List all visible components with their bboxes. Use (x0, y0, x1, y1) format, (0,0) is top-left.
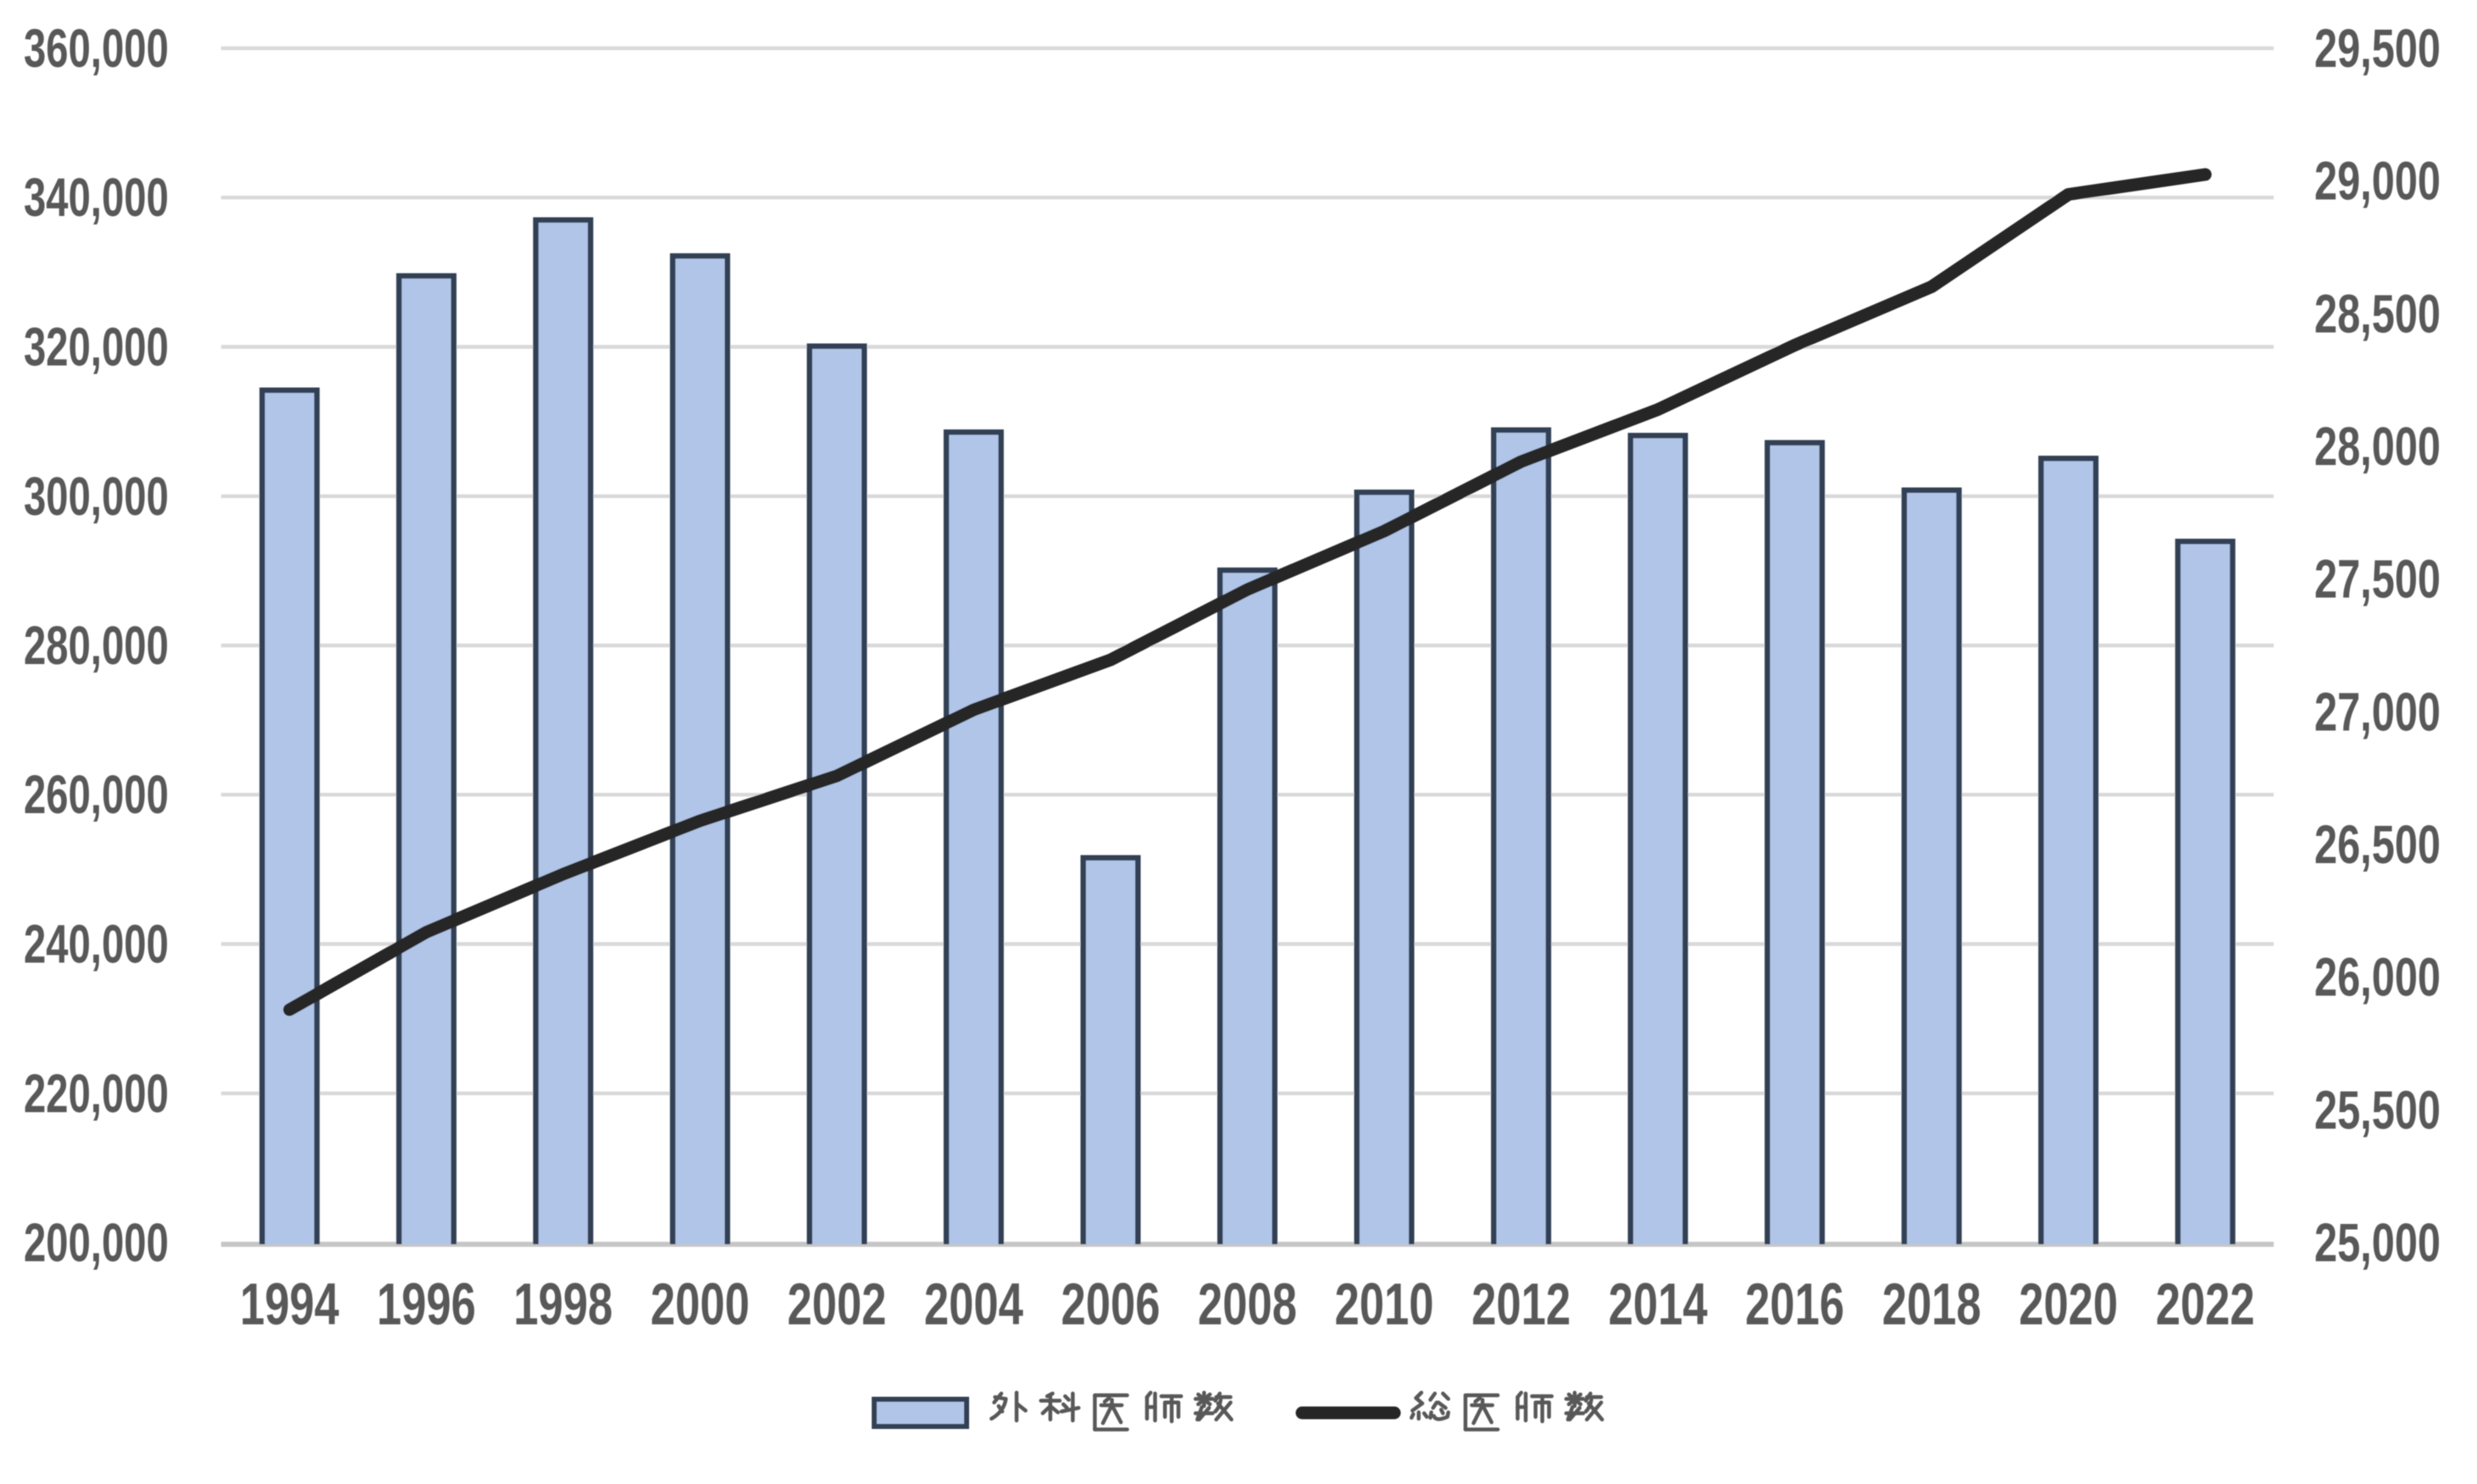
svg-text:26,500: 26,500 (2314, 814, 2441, 875)
svg-text:300,000: 300,000 (24, 466, 169, 527)
svg-text:260,000: 260,000 (24, 764, 169, 825)
svg-text:2022: 2022 (2156, 1271, 2255, 1337)
svg-text:27,500: 27,500 (2314, 549, 2441, 610)
svg-text:340,000: 340,000 (24, 167, 169, 228)
svg-text:1998: 1998 (513, 1271, 612, 1337)
svg-text:200,000: 200,000 (24, 1212, 169, 1273)
svg-text:320,000: 320,000 (24, 317, 169, 378)
svg-text:2006: 2006 (1061, 1271, 1161, 1337)
svg-text:1994: 1994 (240, 1271, 339, 1337)
svg-text:2018: 2018 (1882, 1271, 1981, 1337)
svg-text:2014: 2014 (1609, 1271, 1708, 1337)
svg-text:240,000: 240,000 (24, 914, 169, 975)
svg-text:1996: 1996 (377, 1271, 476, 1337)
svg-text:29,500: 29,500 (2314, 18, 2441, 79)
svg-text:25,500: 25,500 (2314, 1079, 2441, 1140)
svg-text:28,000: 28,000 (2314, 416, 2441, 477)
svg-text:2020: 2020 (2019, 1271, 2118, 1337)
svg-text:2002: 2002 (787, 1271, 886, 1337)
svg-text:25,000: 25,000 (2314, 1212, 2441, 1273)
svg-text:360,000: 360,000 (24, 18, 169, 79)
svg-text:27,000: 27,000 (2314, 681, 2441, 742)
svg-text:29,000: 29,000 (2314, 151, 2441, 212)
svg-text:2016: 2016 (1745, 1271, 1844, 1337)
svg-text:2012: 2012 (1471, 1271, 1571, 1337)
svg-text:28,500: 28,500 (2314, 283, 2441, 344)
svg-text:26,000: 26,000 (2314, 947, 2441, 1008)
svg-text:2004: 2004 (924, 1271, 1023, 1337)
svg-text:2000: 2000 (651, 1271, 750, 1337)
svg-text:2008: 2008 (1198, 1271, 1297, 1337)
svg-text:280,000: 280,000 (24, 615, 169, 676)
svg-text:220,000: 220,000 (24, 1063, 169, 1124)
svg-text:2010: 2010 (1335, 1271, 1434, 1337)
